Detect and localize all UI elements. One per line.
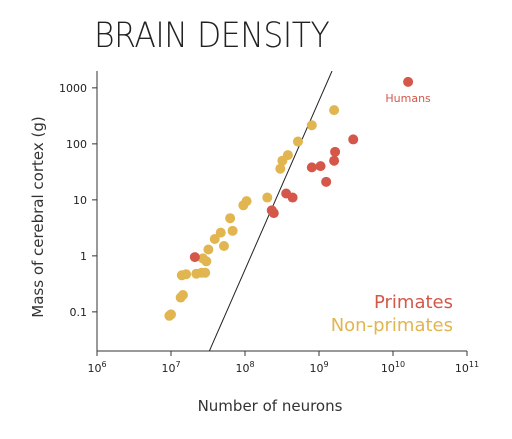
data-point: [306, 162, 317, 173]
data-point: [348, 134, 359, 145]
data-point: [282, 150, 293, 161]
data-point: [292, 136, 303, 147]
y-tick-label: 1: [80, 250, 87, 263]
x-tick-label: 1011: [455, 360, 479, 375]
data-point: [262, 192, 273, 203]
annotation-label: Humans: [385, 92, 431, 105]
legend-entry: Primates: [374, 292, 453, 313]
y-tick-label: 10: [73, 194, 87, 207]
legend-entry: Non-primates: [331, 315, 453, 336]
data-point: [201, 256, 212, 267]
data-point: [227, 225, 238, 236]
data-point: [209, 234, 220, 244]
data-point: [275, 163, 286, 174]
data-point: [166, 309, 176, 320]
series-non-primates: [164, 105, 340, 321]
data-point: [181, 269, 192, 280]
x-tick-label: 109: [309, 360, 328, 375]
y-tick-label: 1000: [59, 82, 87, 95]
data-point: [287, 192, 298, 203]
series-primates: [189, 76, 414, 263]
y-tick-label: 100: [66, 138, 87, 151]
y-tick-label: 0.1: [70, 306, 88, 319]
data-point: [315, 161, 326, 172]
data-point: [306, 120, 317, 131]
data-point: [321, 176, 332, 187]
data-point: [403, 76, 414, 87]
data-point: [177, 290, 188, 300]
x-tick-label: 108: [235, 360, 254, 375]
data-point: [215, 227, 226, 238]
data-point: [189, 252, 200, 263]
data-point: [329, 105, 340, 116]
x-tick-label: 107: [161, 360, 180, 375]
data-point: [268, 208, 279, 219]
y-axis-label: Mass of cerebral cortex (g): [29, 116, 47, 317]
x-axis-label: Number of neurons: [198, 397, 343, 415]
x-tick-label: 106: [87, 360, 106, 375]
x-tick-label: 1010: [381, 360, 405, 375]
data-point: [218, 240, 229, 251]
data-point: [241, 196, 252, 207]
data-point: [330, 146, 341, 157]
data-point: [200, 267, 211, 278]
chart-title: BRAIN DENSITY: [94, 16, 330, 56]
data-point: [203, 244, 214, 255]
data-point: [329, 155, 340, 166]
data-point: [225, 213, 236, 224]
